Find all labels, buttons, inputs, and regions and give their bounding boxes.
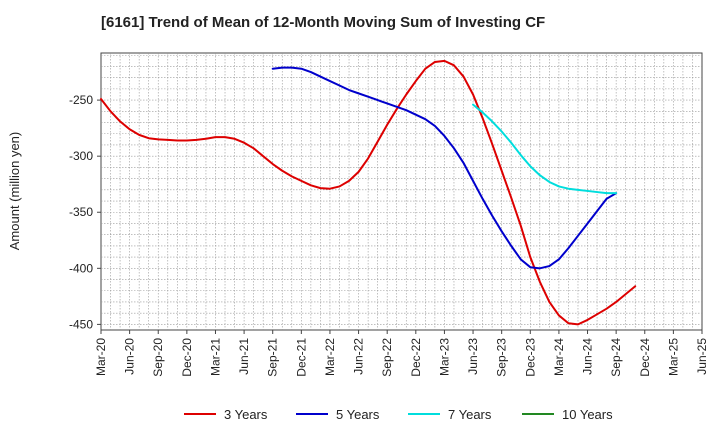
x-tick-label: Mar-20 — [94, 338, 108, 376]
x-tick-label: Dec-21 — [294, 338, 308, 377]
y-tick-label: -250 — [69, 93, 93, 107]
x-tick-label: Jun-22 — [352, 338, 366, 375]
legend-label-5-years: 5 Years — [336, 407, 380, 422]
x-tick-label: Sep-22 — [380, 338, 394, 377]
x-tick-label: Sep-20 — [151, 338, 165, 377]
x-tick-label: Mar-24 — [552, 338, 566, 376]
legend-label-3-years: 3 Years — [224, 407, 268, 422]
x-tick-label: Mar-22 — [323, 338, 337, 376]
y-tick-label: -300 — [69, 149, 93, 163]
series-line-7-years — [472, 103, 618, 195]
x-tick-label: Jun-20 — [123, 338, 137, 375]
y-tick-label: -450 — [69, 317, 93, 331]
x-tick-label: Dec-23 — [523, 338, 537, 377]
x-tick-label: Dec-22 — [409, 338, 423, 377]
y-axis-title: Amount (million yen) — [7, 132, 22, 251]
series-line-3-years — [100, 59, 637, 326]
x-tick-label: Dec-20 — [180, 338, 194, 377]
x-tick-label: Mar-23 — [437, 338, 451, 376]
plot-area — [100, 52, 703, 331]
x-tick-label: Sep-21 — [266, 338, 280, 377]
x-tick-label: Jun-24 — [581, 338, 595, 375]
legend-label-10-years: 10 Years — [562, 407, 613, 422]
x-tick-label: Jun-25 — [695, 338, 709, 375]
x-tick-label: Jun-21 — [237, 338, 251, 375]
x-tick-label: Sep-24 — [609, 338, 623, 377]
y-tick-label: -350 — [69, 205, 93, 219]
x-tick-label: Mar-21 — [208, 338, 222, 376]
legend-label-7-years: 7 Years — [448, 407, 492, 422]
chart-title: [6161] Trend of Mean of 12-Month Moving … — [101, 14, 546, 31]
x-tick-label: Sep-23 — [495, 338, 509, 377]
x-tick-label: Jun-23 — [466, 338, 480, 375]
x-tick-label: Mar-25 — [666, 338, 680, 376]
x-tick-label: Dec-24 — [638, 338, 652, 377]
y-tick-label: -400 — [69, 261, 93, 275]
series-line-5-years — [271, 66, 618, 270]
